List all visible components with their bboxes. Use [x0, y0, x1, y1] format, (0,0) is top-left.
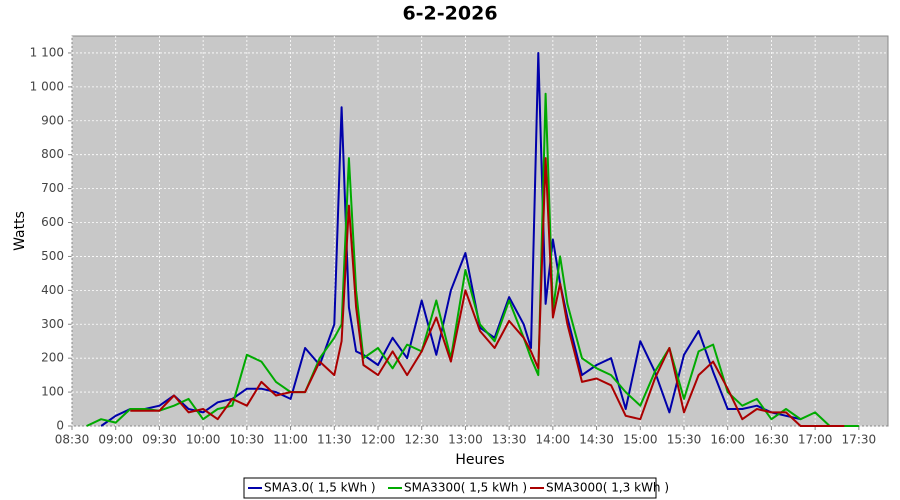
- x-axis-label: Heures: [455, 452, 504, 468]
- legend-label: SMA3.0( 1,5 kWh ): [264, 481, 376, 495]
- x-tick-label: 09:30: [142, 433, 177, 447]
- x-tick-label: 16:00: [710, 433, 745, 447]
- x-tick-label: 14:00: [536, 433, 571, 447]
- y-tick-label: 600: [41, 215, 64, 229]
- x-tick-label: 12:30: [404, 433, 439, 447]
- x-tick-label: 14:30: [579, 433, 614, 447]
- x-tick-label: 15:00: [623, 433, 658, 447]
- x-tick-label: 08:30: [55, 433, 90, 447]
- y-axis-label: Watts: [12, 211, 28, 251]
- y-tick-label: 100: [41, 385, 64, 399]
- y-tick-label: 200: [41, 351, 64, 365]
- x-tick-label: 17:30: [842, 433, 877, 447]
- y-tick-label: 700: [41, 181, 64, 195]
- y-tick-label: 1 100: [30, 45, 64, 59]
- x-tick-label: 10:30: [230, 433, 265, 447]
- y-tick-label: 1 000: [30, 79, 64, 93]
- legend-label: SMA3000( 1,3 kWh ): [546, 481, 669, 495]
- x-tick-label: 12:00: [361, 433, 396, 447]
- x-tick-label: 16:30: [754, 433, 789, 447]
- y-tick-label: 400: [41, 283, 64, 297]
- legend-label: SMA3300( 1,5 kWh ): [404, 481, 527, 495]
- series-line: [100, 52, 801, 427]
- x-tick-label: 15:30: [667, 433, 702, 447]
- legend: [243, 477, 657, 499]
- y-tick-label: 800: [41, 147, 64, 161]
- y-tick-label: 300: [41, 317, 64, 331]
- y-tick-label: 0: [56, 419, 64, 433]
- x-tick-label: 11:00: [273, 433, 308, 447]
- x-tick-label: 09:00: [98, 433, 133, 447]
- chart-title: 6-2-2026: [402, 3, 497, 25]
- y-tick-label: 900: [41, 113, 64, 127]
- x-tick-label: 13:30: [492, 433, 527, 447]
- x-tick-label: 13:00: [448, 433, 483, 447]
- x-tick-label: 11:30: [317, 433, 352, 447]
- series-line: [130, 157, 845, 427]
- y-tick-label: 500: [41, 249, 64, 263]
- plot-area: [71, 35, 889, 427]
- x-tick-label: 17:00: [798, 433, 833, 447]
- x-tick-label: 10:00: [186, 433, 221, 447]
